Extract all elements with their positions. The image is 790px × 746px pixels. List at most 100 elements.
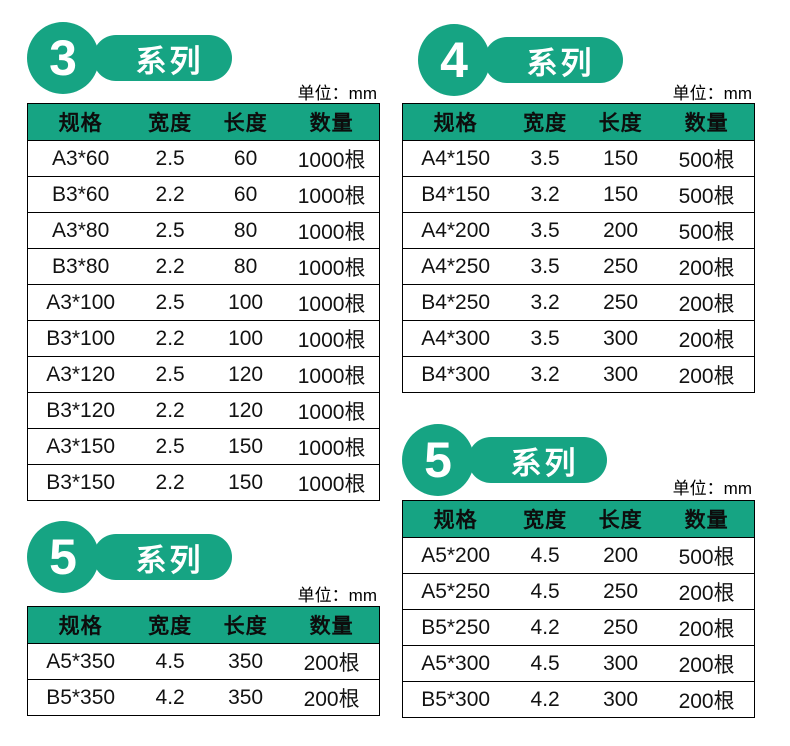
table-cell: 4.2 (508, 681, 582, 718)
table-cell: 300 (582, 681, 660, 718)
table-cell: 4.5 (508, 573, 582, 610)
table-cell: 300 (582, 320, 660, 357)
table-header-row: 规格 宽度 长度 数量 (27, 606, 380, 644)
table-cell: 200根 (659, 609, 755, 646)
table-cell: 2.2 (133, 176, 207, 213)
table-cell: 500根 (659, 212, 755, 249)
column-header: 长度 (207, 103, 285, 141)
table-cell: A4*150 (402, 140, 509, 177)
section-series-4: 4 系列 单位：mm 规格 宽度 长度 数量 A4*150 3.5 150 500根 B4*15… (402, 24, 755, 396)
table-cell: 200根 (659, 573, 755, 610)
column-header: 宽度 (508, 500, 582, 538)
table-cell: A4*300 (402, 320, 509, 357)
table-row: A4*300 3.5 300 200根 (402, 320, 755, 357)
table-row: B4*300 3.2 300 200根 (402, 356, 755, 393)
table-cell: 250 (582, 248, 660, 285)
spec-table-series-5-bottom-right: 规格 宽度 长度 数量 A5*200 4.5 200 500根 A5*250 4.5 250 200根… (402, 500, 755, 718)
table-row: A5*250 4.5 250 200根 (402, 573, 755, 610)
table-cell: 150 (582, 176, 660, 213)
table-row: B5*350 4.2 350 200根 (27, 679, 380, 716)
series-4-number-badge: 4 (418, 24, 490, 96)
column-header: 数量 (284, 606, 380, 644)
spec-table-series-4: 规格 宽度 长度 数量 A4*150 3.5 150 500根 B4*150 3.2 150 500根… (402, 103, 755, 393)
table-cell: 1000根 (284, 176, 380, 213)
table-cell: B4*300 (402, 356, 509, 393)
spec-table-series-3: 规格 宽度 长度 数量 A3*60 2.5 60 1000根 B3*60 2.2 60 1000根 A3… (27, 103, 380, 501)
series-5-label-pill: 系列 (468, 437, 607, 483)
column-header: 长度 (207, 606, 285, 644)
series-label: 系列 (510, 445, 579, 481)
table-cell: 2.5 (133, 284, 207, 321)
table-header-row: 规格 宽度 长度 数量 (402, 500, 755, 538)
table-cell: 200根 (284, 679, 380, 716)
series-number: 4 (440, 32, 468, 88)
table-cell: 150 (582, 140, 660, 177)
table-cell: 1000根 (284, 428, 380, 465)
table-cell: 500根 (659, 537, 755, 574)
table-cell: 3.2 (508, 176, 582, 213)
table-row: B4*250 3.2 250 200根 (402, 284, 755, 321)
series-4-badge: 4 系列 (418, 24, 658, 96)
table-cell: A4*250 (402, 248, 509, 285)
table-cell: 120 (207, 392, 285, 429)
series-number: 3 (49, 30, 77, 86)
table-cell: 3.2 (508, 356, 582, 393)
column-header: 规格 (27, 103, 134, 141)
column-header: 数量 (659, 500, 755, 538)
table-row: A5*200 4.5 200 500根 (402, 537, 755, 574)
column-header: 规格 (27, 606, 134, 644)
table-cell: 2.5 (133, 140, 207, 177)
section-series-5-bottom-right: 5 系列 单位：mm 规格 宽度 长度 数量 A5*200 4.5 200 500根 A5*25… (402, 424, 755, 719)
table-cell: 300 (582, 645, 660, 682)
table-cell: 3.2 (508, 284, 582, 321)
table-cell: 3.5 (508, 248, 582, 285)
table-cell: 1000根 (284, 320, 380, 357)
table-cell: 1000根 (284, 392, 380, 429)
unit-label: 单位：mm (672, 479, 752, 498)
table-header-row: 规格 宽度 长度 数量 (27, 103, 380, 141)
table-cell: B3*60 (27, 176, 134, 213)
table-cell: A5*250 (402, 573, 509, 610)
table-row: B3*150 2.2 150 1000根 (27, 464, 380, 501)
table-cell: 200根 (659, 645, 755, 682)
table-cell: 500根 (659, 176, 755, 213)
table-cell: 4.5 (508, 645, 582, 682)
table-cell: 1000根 (284, 212, 380, 249)
table-row: A4*150 3.5 150 500根 (402, 140, 755, 177)
series-5-label-pill: 系列 (93, 534, 232, 580)
table-row: B4*150 3.2 150 500根 (402, 176, 755, 213)
series-number: 5 (424, 432, 452, 488)
table-cell: 200根 (659, 356, 755, 393)
section-series-3: 3 系列 单位：mm 规格 宽度 长度 数量 A3*60 2.5 60 1000根 B3*60 2… (27, 22, 380, 504)
table-cell: 2.5 (133, 356, 207, 393)
table-cell: A3*100 (27, 284, 134, 321)
table-cell: 1000根 (284, 284, 380, 321)
table-cell: 3.5 (508, 320, 582, 357)
table-cell: 100 (207, 320, 285, 357)
table-cell: 200 (582, 537, 660, 574)
table-cell: B5*300 (402, 681, 509, 718)
column-header: 数量 (659, 103, 755, 141)
table-cell: 80 (207, 212, 285, 249)
table-cell: 3.5 (508, 212, 582, 249)
series-5-badge: 5 系列 (402, 424, 642, 496)
table-cell: B5*250 (402, 609, 509, 646)
table-row: A5*300 4.5 300 200根 (402, 645, 755, 682)
series-number: 5 (49, 529, 77, 585)
table-cell: B4*150 (402, 176, 509, 213)
table-cell: 120 (207, 356, 285, 393)
table-cell: 150 (207, 428, 285, 465)
table-cell: 350 (207, 643, 285, 680)
table-cell: 200根 (659, 248, 755, 285)
table-cell: 2.2 (133, 392, 207, 429)
table-row: A5*350 4.5 350 200根 (27, 643, 380, 680)
table-cell: 4.5 (508, 537, 582, 574)
table-cell: 2.5 (133, 428, 207, 465)
column-header: 规格 (402, 103, 509, 141)
table-cell: B3*120 (27, 392, 134, 429)
spec-table-series-5-bottom-left: 规格 宽度 长度 数量 A5*350 4.5 350 200根 B5*350 4.2 350 200根 (27, 606, 380, 716)
table-row: B3*60 2.2 60 1000根 (27, 176, 380, 213)
table-cell: 2.5 (133, 212, 207, 249)
column-header: 宽度 (133, 103, 207, 141)
table-cell: A4*200 (402, 212, 509, 249)
